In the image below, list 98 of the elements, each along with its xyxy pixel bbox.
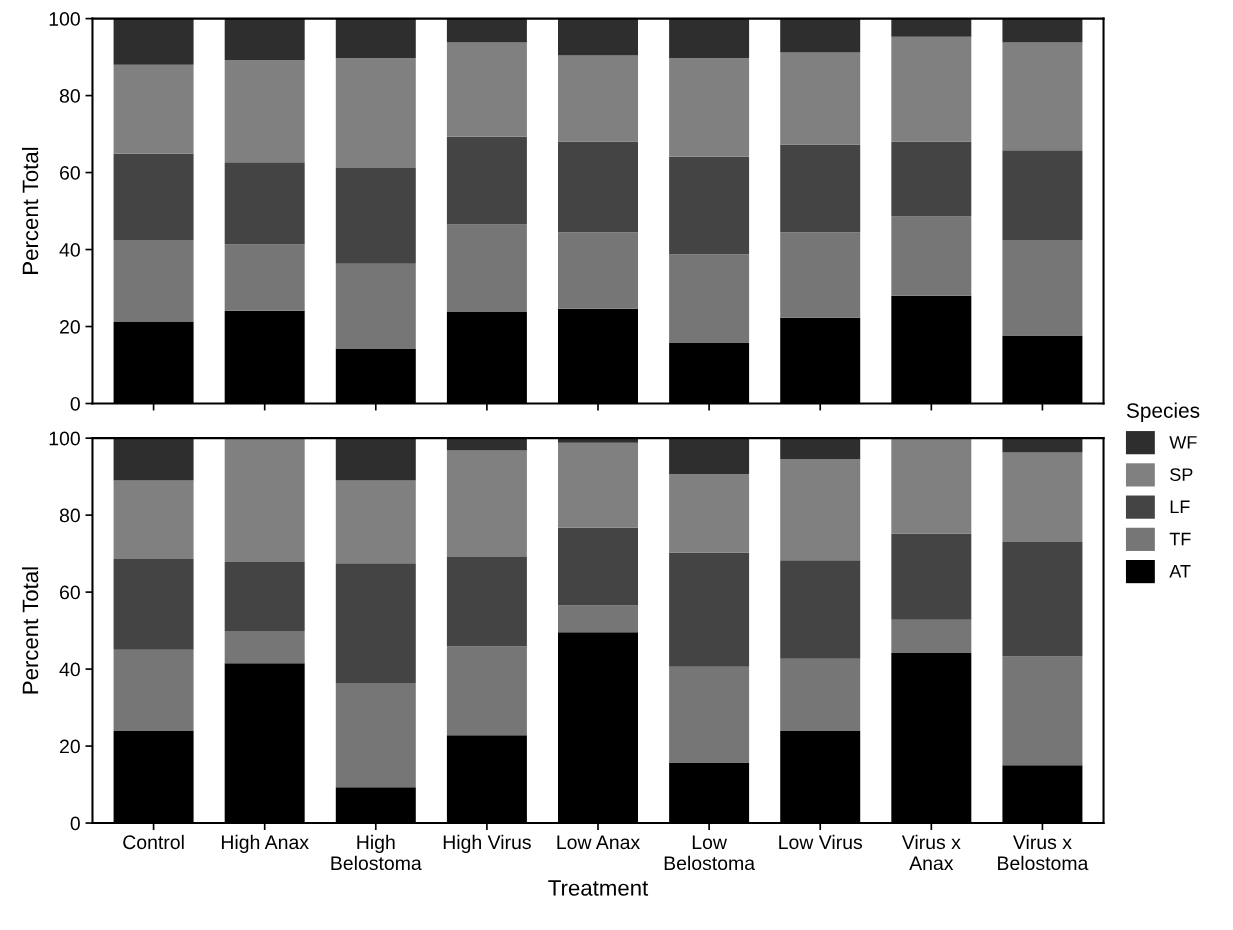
legend-label: LF bbox=[1170, 500, 1190, 514]
bar bbox=[891, 141, 972, 217]
y-tick-label: 40 bbox=[59, 662, 80, 677]
y-axis-title: Percent Total bbox=[21, 567, 39, 694]
x-tick-label: Virus x Belostoma bbox=[998, 834, 1089, 871]
bar bbox=[224, 630, 305, 664]
bar bbox=[1002, 542, 1083, 657]
x-tick-label: High Belostoma bbox=[331, 834, 422, 871]
y-tick-label: 100 bbox=[49, 12, 80, 26]
bar bbox=[669, 474, 750, 553]
bar bbox=[780, 144, 861, 233]
bar bbox=[335, 438, 416, 481]
bar bbox=[558, 141, 638, 233]
bar bbox=[113, 480, 194, 560]
bar bbox=[113, 153, 194, 240]
bar bbox=[780, 560, 861, 659]
x-tick-label: Virus x Anax bbox=[901, 834, 961, 871]
bar bbox=[335, 480, 416, 564]
bar bbox=[1002, 18, 1083, 43]
bar bbox=[224, 18, 305, 61]
bar bbox=[891, 36, 972, 142]
bar bbox=[113, 649, 194, 732]
bar bbox=[1002, 656, 1083, 766]
bar bbox=[335, 18, 416, 59]
y-tick-label: 40 bbox=[59, 243, 80, 257]
bar bbox=[780, 52, 861, 145]
bar bbox=[1002, 42, 1083, 151]
bar bbox=[113, 559, 194, 650]
y-tick-label: 60 bbox=[60, 585, 80, 600]
bar bbox=[558, 232, 638, 309]
bar bbox=[335, 263, 416, 349]
bar bbox=[669, 666, 750, 763]
bar bbox=[891, 18, 972, 37]
bar bbox=[446, 18, 527, 43]
legend-label: SP bbox=[1170, 468, 1193, 481]
bar bbox=[780, 232, 861, 318]
bar bbox=[113, 18, 194, 65]
y-tick-label: 80 bbox=[59, 89, 80, 103]
x-tick-label: Control bbox=[123, 834, 184, 850]
bar bbox=[1002, 239, 1083, 336]
bar bbox=[558, 18, 638, 56]
bar bbox=[558, 527, 638, 606]
bar bbox=[1002, 452, 1083, 543]
bar bbox=[1002, 150, 1083, 240]
y-axis-title: Percent Total bbox=[21, 147, 39, 274]
legend-title: Species bbox=[1126, 402, 1200, 423]
bar bbox=[446, 557, 527, 647]
bar bbox=[669, 552, 750, 667]
x-tick-label: High Anax bbox=[221, 834, 309, 853]
bar bbox=[224, 162, 305, 245]
y-tick-label: 100 bbox=[49, 431, 80, 446]
bar bbox=[558, 55, 638, 142]
bar bbox=[780, 458, 861, 561]
legend-label: WF bbox=[1169, 436, 1197, 449]
y-tick-label: 20 bbox=[60, 739, 80, 754]
bar bbox=[335, 167, 416, 264]
bar bbox=[780, 438, 861, 459]
bar bbox=[891, 533, 972, 620]
y-tick-label: 0 bbox=[70, 816, 80, 831]
y-tick-label: 80 bbox=[59, 508, 80, 523]
bar bbox=[669, 156, 750, 255]
legend-label: TF bbox=[1169, 532, 1191, 546]
bar bbox=[669, 58, 750, 157]
bar bbox=[669, 254, 750, 344]
bar bbox=[335, 58, 416, 168]
bar bbox=[558, 605, 638, 633]
y-tick-label: 60 bbox=[60, 166, 80, 180]
bar bbox=[891, 619, 972, 653]
bar bbox=[113, 64, 194, 154]
bar bbox=[224, 562, 305, 631]
bar bbox=[558, 442, 638, 528]
bar bbox=[224, 244, 305, 311]
bar bbox=[335, 682, 416, 788]
y-tick-label: 0 bbox=[70, 396, 80, 411]
x-tick-label: Low Anax bbox=[557, 835, 640, 850]
bar bbox=[446, 450, 527, 558]
bar bbox=[224, 438, 305, 563]
bar bbox=[113, 239, 194, 322]
bar bbox=[446, 224, 527, 312]
bar bbox=[1002, 438, 1083, 453]
bar bbox=[446, 42, 527, 137]
legend-label: AT bbox=[1169, 565, 1191, 578]
bar bbox=[446, 136, 527, 225]
y-tick-label: 20 bbox=[60, 319, 80, 334]
bar bbox=[891, 438, 972, 534]
bar bbox=[446, 646, 527, 736]
bar bbox=[669, 438, 750, 475]
x-axis-title: Treatment bbox=[548, 880, 649, 896]
bar bbox=[891, 216, 972, 296]
x-tick-label: Low Virus bbox=[779, 834, 863, 850]
bar bbox=[335, 563, 416, 683]
bar bbox=[780, 658, 861, 732]
bar bbox=[780, 18, 861, 53]
bar bbox=[224, 60, 305, 163]
bar bbox=[113, 438, 194, 481]
bar bbox=[669, 18, 750, 59]
x-tick-label: High Virus bbox=[443, 834, 531, 853]
x-tick-label: Low Belostoma bbox=[664, 835, 756, 871]
